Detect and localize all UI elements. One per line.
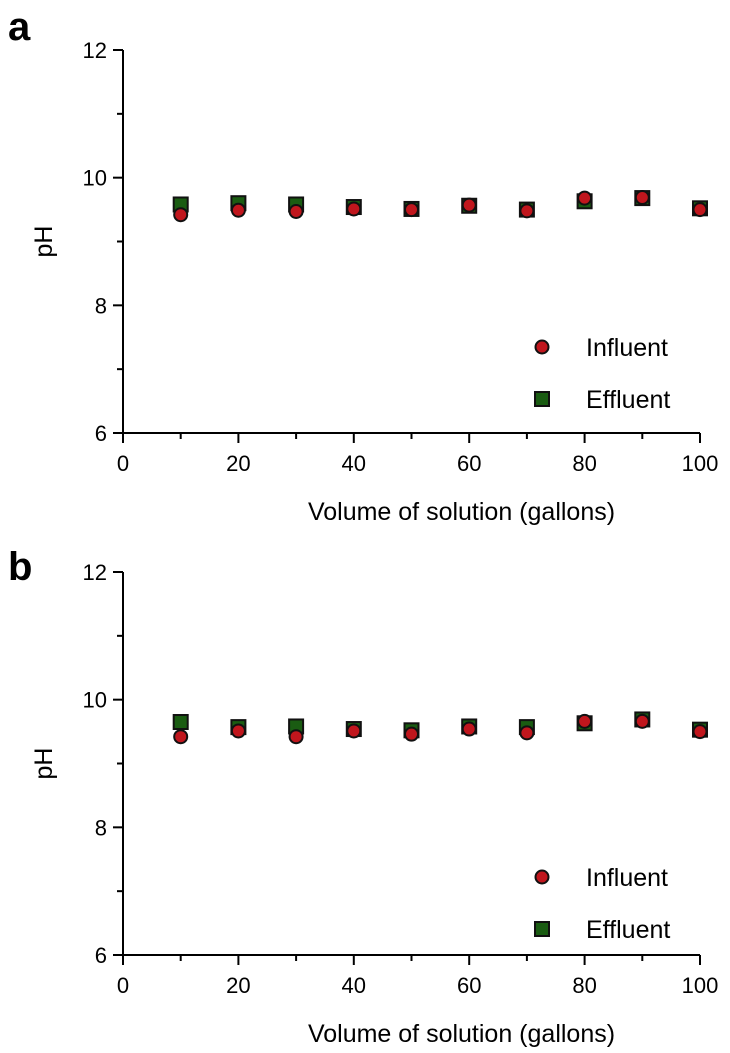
x-tick-label: 0 [117,973,129,998]
x-tick-label: 0 [117,451,129,476]
data-point-circle [577,713,593,729]
data-point-circle [461,721,477,737]
x-tick-label: 40 [342,451,366,476]
data-point-circle [519,203,535,219]
panel-letter: b [8,545,32,589]
data-point-circle [346,723,362,739]
x-tick-label: 60 [457,973,481,998]
legend-label: Effluent [586,916,670,944]
data-point-circle [692,724,708,740]
series-effluent [172,711,708,739]
legend: Influent Effluent [534,334,670,414]
series-influent [173,189,708,223]
data-point-circle [577,190,593,206]
x-tick-label: 80 [572,973,596,998]
data-point-circle [519,725,535,741]
data-point-circle [230,202,246,218]
data-point-circle [230,723,246,739]
legend: Influent Effluent [534,864,670,944]
x-tick-label: 40 [342,973,366,998]
x-tick-label: 20 [226,973,250,998]
y-tick-label: 12 [83,38,107,63]
chart-panel-a: a 6 8 10 12 0 20 40 60 80 100 Volume of solution (g… [8,5,718,526]
data-point-circle [173,729,189,745]
data-point-circle [173,207,189,223]
x-tick-label: 100 [682,451,719,476]
data-point-circle [404,202,419,218]
data-point-square [172,714,189,731]
chart-panel-b: b 6 8 10 12 0 20 40 60 80 100 Volume of solution (g… [8,545,718,1048]
data-point-circle [692,202,708,218]
data-point-circle [404,726,419,742]
data-point-circle [634,189,650,205]
legend-marker-circle [534,339,550,355]
data-point-circle [288,203,304,219]
y-tick-label: 10 [83,166,107,191]
legend-marker-square [534,921,550,937]
series-effluent [172,190,708,218]
data-point-circle [288,729,304,745]
x-tick-label: 20 [226,451,250,476]
y-tick-label: 8 [95,815,107,840]
data-point-circle [634,713,650,729]
x-tick-label: 100 [682,973,719,998]
legend-marker-circle [534,869,550,885]
data-point-circle [346,201,362,217]
legend-label: Effluent [586,386,670,414]
x-axis-title: Volume of solution (gallons) [308,1020,615,1048]
y-axis-title: pH [30,748,58,780]
legend-label: Influent [586,334,668,362]
legend-marker-square [534,391,550,407]
y-axis-title: pH [30,226,58,258]
x-tick-label: 80 [572,451,596,476]
series-influent [173,713,708,745]
x-axis-title: Volume of solution (gallons) [308,498,615,526]
y-tick-label: 10 [83,688,107,713]
y-tick-label: 6 [95,943,107,968]
legend-label: Influent [586,864,668,892]
y-tick-label: 6 [95,421,107,446]
data-point-circle [461,197,477,213]
y-tick-label: 12 [83,560,107,585]
panel-letter: a [8,5,31,49]
x-tick-label: 60 [457,451,481,476]
y-tick-label: 8 [95,293,107,318]
